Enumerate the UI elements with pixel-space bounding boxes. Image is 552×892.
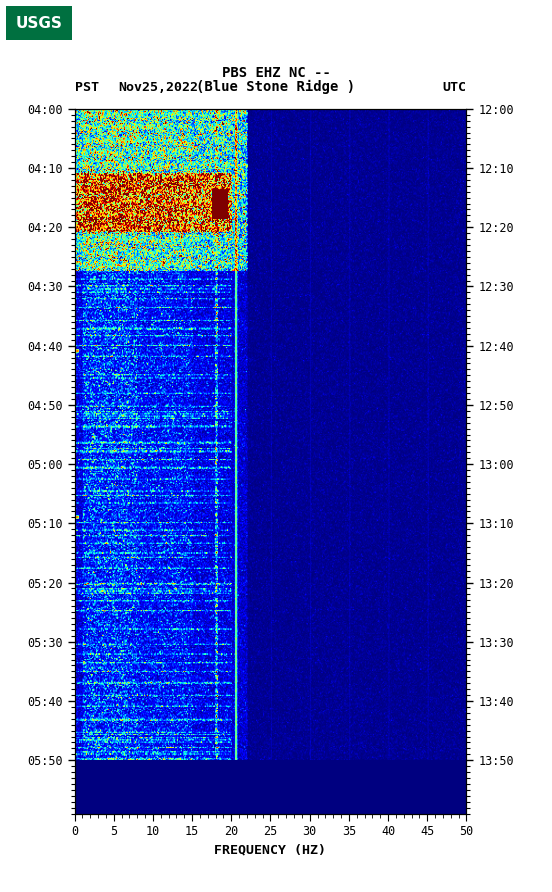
Text: PST: PST [75,81,98,94]
Text: (Blue Stone Ridge ): (Blue Stone Ridge ) [197,80,355,95]
Text: PBS EHZ NC --: PBS EHZ NC -- [221,66,331,80]
X-axis label: FREQUENCY (HZ): FREQUENCY (HZ) [215,844,326,857]
Text: UTC: UTC [443,81,466,94]
Text: Nov25,2022: Nov25,2022 [119,81,199,94]
Text: USGS: USGS [15,16,62,30]
